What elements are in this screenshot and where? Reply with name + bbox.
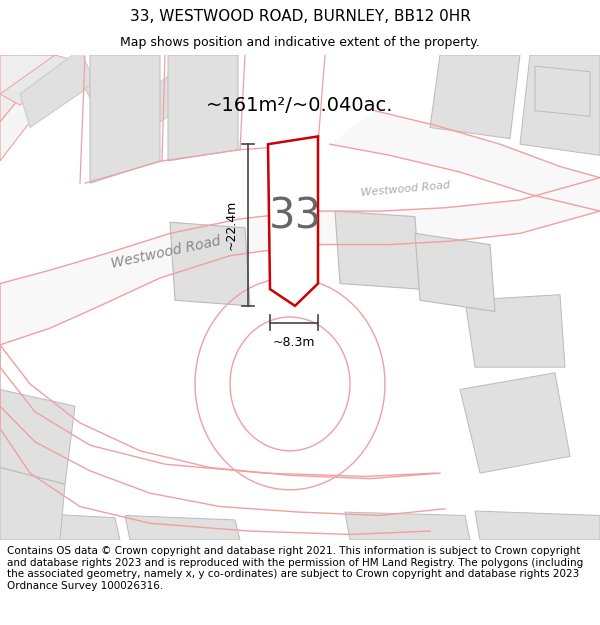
Text: Westwood Road: Westwood Road	[360, 180, 450, 198]
Text: ~161m²/~0.040ac.: ~161m²/~0.040ac.	[206, 96, 394, 114]
Polygon shape	[20, 49, 95, 127]
Text: Map shows position and indicative extent of the property.: Map shows position and indicative extent…	[120, 36, 480, 49]
Text: Westwood Road: Westwood Road	[110, 234, 223, 271]
Polygon shape	[268, 136, 318, 306]
Polygon shape	[335, 211, 420, 289]
Polygon shape	[520, 55, 600, 156]
Polygon shape	[145, 55, 215, 122]
Polygon shape	[465, 295, 565, 367]
Text: Contains OS data © Crown copyright and database right 2021. This information is : Contains OS data © Crown copyright and d…	[7, 546, 583, 591]
Polygon shape	[125, 516, 240, 540]
Text: 33: 33	[268, 196, 322, 238]
Text: ~22.4m: ~22.4m	[225, 200, 238, 250]
Text: ~8.3m: ~8.3m	[273, 336, 315, 349]
Polygon shape	[430, 55, 520, 139]
Polygon shape	[0, 177, 600, 345]
Polygon shape	[330, 111, 600, 211]
Polygon shape	[345, 512, 470, 540]
Polygon shape	[85, 49, 155, 116]
Polygon shape	[0, 55, 60, 161]
Polygon shape	[0, 55, 55, 122]
Text: 33, WESTWOOD ROAD, BURNLEY, BB12 0HR: 33, WESTWOOD ROAD, BURNLEY, BB12 0HR	[130, 9, 470, 24]
Polygon shape	[0, 389, 75, 484]
Polygon shape	[0, 55, 75, 105]
Polygon shape	[460, 372, 570, 473]
Polygon shape	[475, 511, 600, 540]
Polygon shape	[415, 233, 495, 311]
Polygon shape	[0, 468, 65, 540]
Polygon shape	[10, 512, 120, 540]
Polygon shape	[170, 222, 250, 306]
Polygon shape	[535, 66, 590, 116]
Polygon shape	[90, 55, 160, 183]
Polygon shape	[168, 55, 238, 161]
